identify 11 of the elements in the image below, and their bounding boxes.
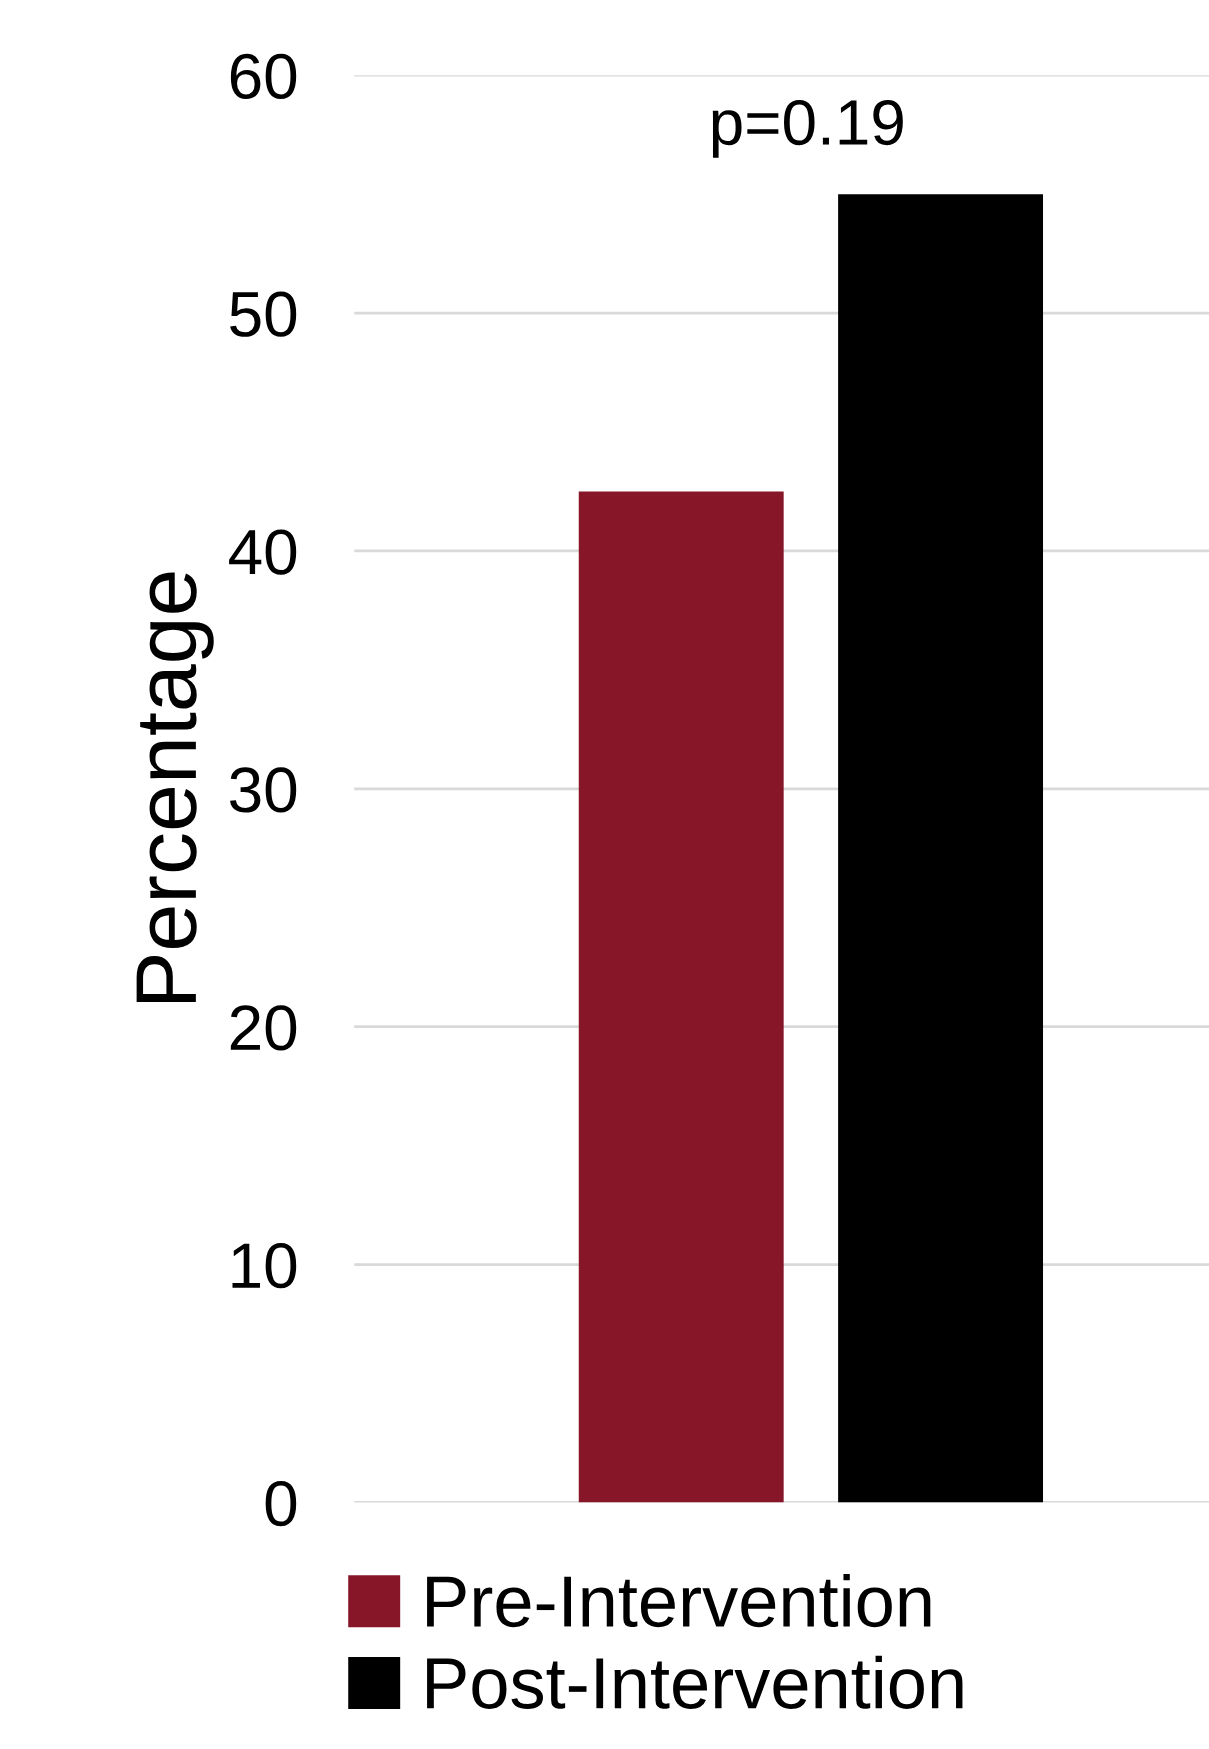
y-tick-label: 20 — [230, 1005, 297, 1051]
legend-label: Post-Intervention — [427, 1655, 963, 1709]
y-tick-label: 50 — [230, 291, 297, 337]
y-tick-label: 60 — [230, 53, 297, 99]
y-tick-label: 0 — [265, 1480, 297, 1527]
y-axis-title: Percentage — [136, 572, 214, 1002]
y-tick-label: 40 — [229, 529, 297, 575]
y-tick-label: 30 — [230, 767, 297, 813]
annotation: p=0.19 — [712, 99, 903, 158]
y-tick-label: 10 — [232, 1243, 297, 1289]
legend-label: Pre-Intervention — [427, 1574, 931, 1628]
